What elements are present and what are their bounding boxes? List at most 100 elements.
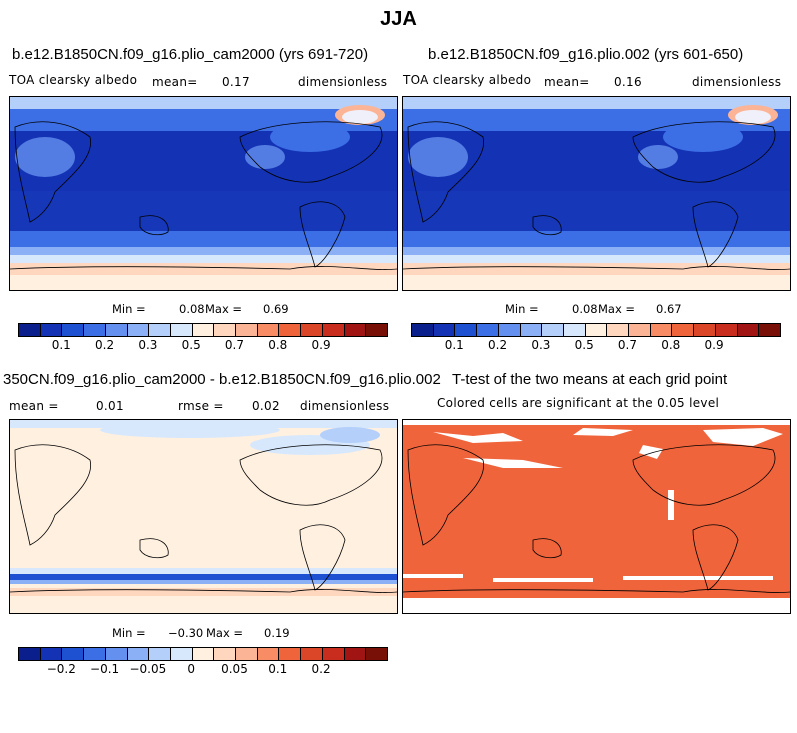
panel1-colorbar-tick-label: 0.2 (95, 338, 115, 352)
panel3-map-svg (10, 420, 397, 613)
panel3-max-label: Max = (206, 626, 244, 640)
panel2-min-value: 0.08 (572, 302, 598, 316)
panel4-map (402, 419, 791, 614)
panel3-colorbar-tick-label: 0.05 (221, 662, 248, 676)
panel2-colorbar-swatch (412, 324, 434, 336)
panel1-colorbar-swatch (236, 324, 258, 336)
panel1-title: b.e12.B1850CN.f09_g16.plio_cam2000 (yrs … (12, 46, 369, 63)
panel3-colorbar-tick-label: 0 (187, 662, 195, 676)
panel2-map (402, 96, 791, 291)
panel2-colorbar-swatch (563, 324, 586, 336)
panel2-colorbar-swatch (455, 324, 478, 336)
panel3-colorbar-swatch (366, 648, 387, 660)
panel3-colorbar-swatch (19, 648, 41, 660)
panel2-colorbar-swatch (498, 324, 521, 336)
panel2-colorbar-tick-label: 0.5 (574, 338, 594, 352)
panel2-colorbar-tick-label: 0.8 (661, 338, 681, 352)
panel2-title: b.e12.B1850CN.f09_g16.plio.002 (yrs 601-… (428, 46, 744, 63)
panel3-colorbar-swatch (301, 648, 323, 660)
panel3-colorbar-swatch (279, 648, 302, 660)
panel1-colorbar-tick-label: 0.1 (51, 338, 71, 352)
panel3-title: 350CN.f09_g16.plio_cam2000 - b.e12.B1850… (3, 371, 441, 388)
panel1-colorbar-swatch (62, 324, 85, 336)
panel2-max-value: 0.67 (656, 302, 682, 316)
panel3-colorbar-swatch (236, 648, 258, 660)
panel2-min-label: Min = (505, 302, 539, 316)
panel1-colorbar-swatch (170, 324, 193, 336)
panel1-colorbar-swatch (84, 324, 106, 336)
panel2-colorbar-tick-label: 0.2 (488, 338, 508, 352)
panel1-colorbar-swatch (322, 324, 345, 336)
panel2-colorbar-swatch (520, 324, 543, 336)
panel2-colorbar-swatch (715, 324, 738, 336)
panel1-colorbar-swatch (366, 324, 387, 336)
panel2-mean-value: 0.16 (614, 75, 642, 89)
panel1-mean-value: 0.17 (222, 75, 250, 89)
panel2-units: dimensionless (692, 75, 782, 89)
panel3-min-label: Min = (112, 626, 146, 640)
panel1-colorbar-swatch (192, 324, 215, 336)
panel2-map-svg (403, 97, 790, 290)
panel1-colorbar-swatch (344, 324, 367, 336)
panel4-subtitle: Colored cells are significant at the 0.0… (437, 396, 720, 410)
panel3-colorbar-tick-label: −0.2 (46, 662, 76, 676)
panel2-mean-label: mean= (544, 75, 590, 89)
panel1-units: dimensionless (298, 75, 388, 89)
panel1-variable: TOA clearsky albedo (9, 73, 138, 87)
panel2-colorbar-swatch (542, 324, 564, 336)
panel1-colorbar-swatch (257, 324, 280, 336)
panel4-map-svg (403, 420, 790, 613)
panel3-colorbar-tick-label: 0.2 (311, 662, 331, 676)
panel1-colorbar-tick-label: 0.9 (311, 338, 331, 352)
panel2-colorbar (411, 323, 781, 337)
panel1-max-label: Max = (205, 302, 243, 316)
panel3-colorbar (18, 647, 388, 661)
panel3-colorbar-swatch (214, 648, 237, 660)
panel2-max-label: Max = (598, 302, 636, 316)
panel1-colorbar-swatch (19, 324, 41, 336)
panel2-colorbar-tick-label: 0.7 (617, 338, 638, 352)
panel3-colorbar-swatch (84, 648, 106, 660)
panel1-colorbar-swatch (105, 324, 128, 336)
panel3-colorbar-tick-label: −0.1 (90, 662, 120, 676)
panel1-mean-label: mean= (152, 75, 198, 89)
panel1-colorbar (18, 323, 388, 337)
panel1-max-value: 0.69 (263, 302, 289, 316)
panel1-colorbar-swatch (40, 324, 63, 336)
panel3-rmse-label: rmse = (178, 399, 224, 413)
panel3-colorbar-swatch (170, 648, 193, 660)
panel3-rmse-value: 0.02 (252, 399, 280, 413)
panel1-colorbar-tick-label: 0.5 (181, 338, 201, 352)
panel3-colorbar-swatch (322, 648, 345, 660)
panel2-colorbar-tick-label: 0.1 (444, 338, 464, 352)
panel2-colorbar-swatch (607, 324, 630, 336)
panel1-colorbar-tick-label: 0.8 (268, 338, 288, 352)
panel3-colorbar-swatch (257, 648, 280, 660)
panel3-colorbar-tick-label: 0.1 (268, 662, 288, 676)
panel1-map (9, 96, 398, 291)
panel3-colorbar-swatch (127, 648, 150, 660)
panel3-colorbar-tick-label: −0.05 (129, 662, 167, 676)
panel3-colorbar-swatch (344, 648, 367, 660)
panel2-colorbar-swatch (694, 324, 716, 336)
panel1-colorbar-swatch (214, 324, 237, 336)
panel3-mean-label: mean = (9, 399, 59, 413)
panel3-colorbar-swatch (40, 648, 63, 660)
panel3-units: dimensionless (300, 399, 390, 413)
panel3-colorbar-swatch (105, 648, 128, 660)
panel2-colorbar-swatch (672, 324, 695, 336)
panel1-colorbar-tick-label: 0.7 (224, 338, 245, 352)
panel1-colorbar-swatch (279, 324, 302, 336)
figure-title: JJA (380, 8, 417, 30)
panel3-max-value: 0.19 (264, 626, 290, 640)
panel1-colorbar-swatch (301, 324, 323, 336)
panel1-colorbar-tick-label: 0.3 (138, 338, 158, 352)
panel3-min-value: −0.30 (168, 626, 204, 640)
panel3-colorbar-swatch (149, 648, 171, 660)
panel2-colorbar-tick-label: 0.9 (704, 338, 724, 352)
panel2-colorbar-swatch (737, 324, 760, 336)
panel3-colorbar-swatch (62, 648, 85, 660)
panel1-colorbar-swatch (127, 324, 150, 336)
panel1-min-label: Min = (112, 302, 146, 316)
panel2-colorbar-swatch (585, 324, 608, 336)
